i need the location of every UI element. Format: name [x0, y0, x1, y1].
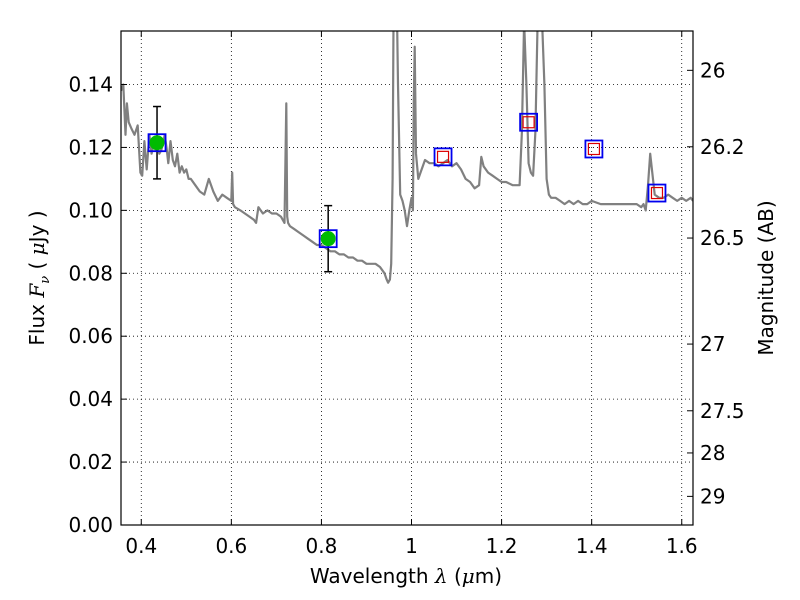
- photometry-box: [519, 112, 539, 132]
- model-photometry-point: [587, 142, 601, 156]
- y-tick-label: 0.00: [68, 513, 113, 537]
- photometry-box: [433, 147, 453, 167]
- grid-lines: [121, 31, 693, 526]
- y-tick-label: 0.04: [68, 387, 113, 411]
- photometry-box: [584, 139, 604, 159]
- y2-axis-title: Magnitude (AB): [754, 200, 778, 355]
- y2-tick-label: 27.5: [700, 399, 745, 423]
- y2-tick-label: 28: [700, 441, 725, 465]
- model-photometry-point: [436, 150, 450, 163]
- plot-frame: [120, 30, 694, 526]
- model-spectrum-line: [121, 31, 693, 284]
- y-axis-title: Flux Fν ( μJy ): [25, 210, 53, 345]
- y2-tick-label: 27: [700, 332, 725, 356]
- photometry-box: [147, 133, 167, 153]
- y2-tick-label: 26.5: [700, 226, 745, 250]
- detection-point: [149, 135, 165, 151]
- y-tick-label: 0.06: [68, 324, 113, 348]
- model-photometry-point: [522, 116, 535, 129]
- y-tick-label: 0.08: [68, 261, 113, 285]
- axis-ticks: 0.4 0.6 0.8 1 1.2 1.4 1.6 0.00 0.02 0.04 0.06 0.08 0…: [68, 31, 745, 558]
- x-tick-label: 1.6: [666, 534, 698, 558]
- photometry-box: [318, 229, 338, 249]
- y2-tick-label: 26: [700, 58, 725, 82]
- y-tick-label: 0.10: [68, 198, 113, 222]
- x-tick-label: 0.6: [215, 534, 247, 558]
- x-axis-title: Wavelength λ (μm): [310, 564, 502, 588]
- y-tick-label: 0.02: [68, 450, 113, 474]
- x-tick-label: 1.4: [576, 534, 608, 558]
- photometry-box: [647, 183, 667, 203]
- x-tick-label: 1.2: [486, 534, 518, 558]
- y2-tick-label: 26.2: [700, 135, 745, 159]
- y-tick-label: 0.14: [68, 72, 113, 96]
- x-tick-label: 0.4: [125, 534, 157, 558]
- detection-point: [320, 231, 336, 247]
- plot-area: [121, 31, 693, 284]
- model-photometry-point: [650, 186, 664, 200]
- y2-tick-label: 29: [700, 484, 725, 508]
- x-tick-label: 1: [405, 534, 418, 558]
- x-tick-label: 0.8: [306, 534, 338, 558]
- y-tick-label: 0.12: [68, 135, 113, 159]
